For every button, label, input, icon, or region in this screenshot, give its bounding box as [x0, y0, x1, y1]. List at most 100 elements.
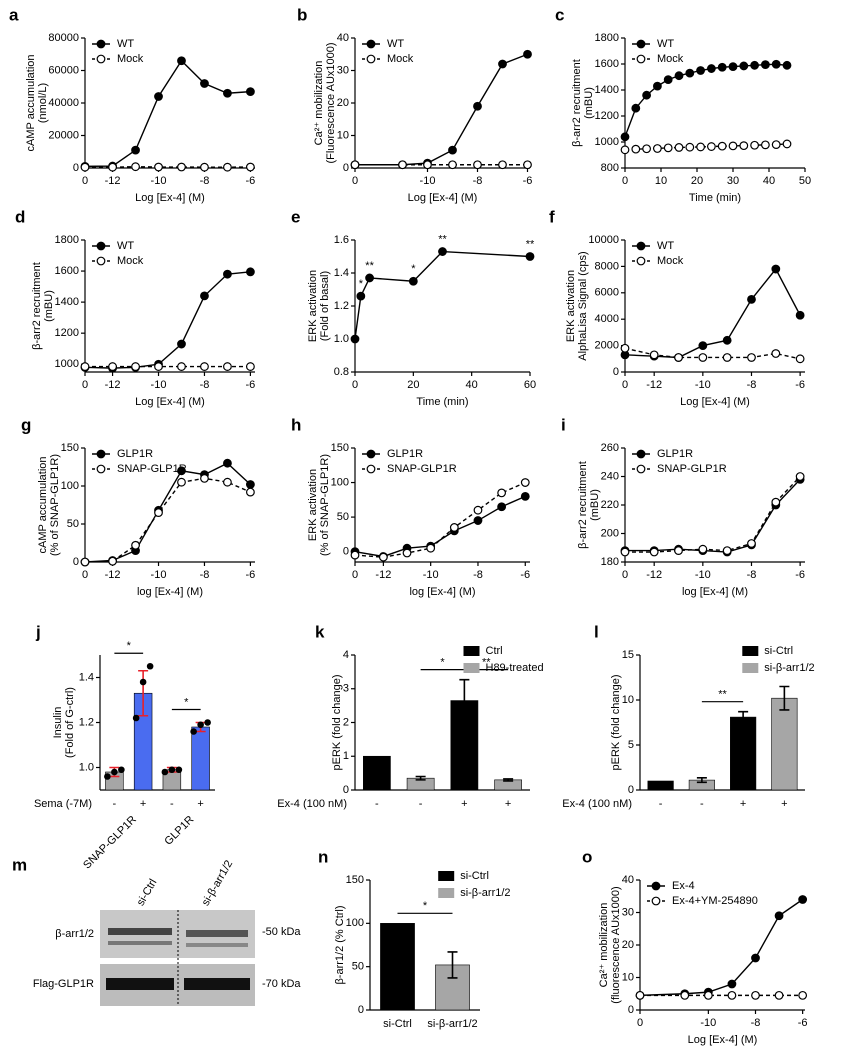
data-point: [154, 508, 163, 517]
fit-line: [624, 267, 801, 359]
y-tick-label: 0: [613, 366, 619, 378]
legend-marker: [366, 54, 376, 64]
legend-label: SNAP-GLP1R: [117, 463, 187, 475]
legend-label: SNAP-GLP1R: [387, 463, 457, 475]
data-point: [131, 540, 140, 550]
y-axis-label: Ca²⁺ mobilization: [598, 903, 610, 988]
x-tick-label: 0: [82, 175, 88, 187]
data-point: [707, 64, 716, 73]
data-point: [722, 546, 732, 555]
y-tick-label: 10: [622, 971, 634, 983]
legend-marker: [96, 464, 106, 474]
y-axis-label: (% of SNAP-GLP1R): [319, 454, 331, 556]
panel-letter: c: [555, 5, 564, 24]
x-tick-label: -6: [798, 1017, 808, 1029]
data-point: [473, 505, 483, 515]
y-tick-label: 1000: [55, 358, 79, 370]
data-point: [497, 488, 507, 498]
data-point: [727, 979, 737, 989]
panel-letter: g: [21, 415, 31, 434]
y-tick-label: 4000: [595, 313, 619, 325]
lane-label: si-β-arr1/2: [200, 858, 236, 908]
y-tick-label: 50: [352, 961, 364, 973]
y-axis-label: ERK activation: [565, 270, 577, 342]
panel-letter: j: [35, 622, 41, 641]
x-tick-label: 30: [727, 175, 739, 187]
legend-marker: [651, 881, 661, 891]
x-tick-label: -12: [105, 569, 121, 581]
y-tick-label: 100: [331, 476, 349, 488]
data-point: [350, 334, 360, 344]
panel-letter: l: [594, 622, 599, 641]
data-point: [177, 466, 186, 476]
data-point: [663, 143, 673, 153]
y-tick-label: 0: [73, 556, 79, 568]
legend-label: WT: [117, 38, 134, 50]
legend-swatch: [438, 888, 455, 898]
data-point: [108, 556, 117, 566]
y-tick-label: 1400: [595, 84, 619, 96]
fit-line: [84, 59, 251, 168]
band: [108, 928, 172, 935]
legend-marker: [96, 39, 106, 49]
data-point: [750, 140, 759, 150]
data-point: [200, 79, 209, 88]
x-tick-label: +: [461, 798, 467, 810]
bar: [771, 697, 798, 791]
x-axis-label: Log [Ex-4] (M): [135, 192, 205, 204]
fit-line: [625, 476, 801, 553]
legend-label: si-Ctrl: [460, 870, 489, 882]
legend-label: si-β-arr1/2: [764, 662, 814, 674]
data-point: [525, 252, 535, 261]
legend-marker: [636, 54, 646, 64]
x-tick-label: -10: [695, 379, 711, 391]
x-tick-label: 40: [763, 175, 775, 187]
data-point: [698, 341, 708, 351]
y-axis-label: (fluorescence AUx1000): [610, 886, 622, 1003]
x-tick-label: -: [170, 798, 174, 810]
bar: [380, 923, 415, 1011]
y-tick-label: 40: [622, 874, 634, 886]
data-point: [378, 552, 388, 562]
y-axis-label: (Fold of G-ctrl): [64, 687, 76, 758]
x-tick-label: 0: [352, 569, 358, 581]
y-axis-label: ERK activation: [307, 469, 319, 541]
x-axis-label: Log [Ex-4] (M): [688, 1034, 758, 1046]
legend-marker: [636, 256, 646, 266]
y-axis-label: (mBU): [43, 290, 55, 322]
y-tick-label: 1.4: [334, 267, 349, 279]
data-point: [674, 546, 683, 555]
y-tick-label: 240: [601, 470, 619, 482]
data-point: [154, 92, 163, 101]
data-point: [350, 550, 360, 560]
data-point: [131, 145, 140, 155]
data-point: [782, 139, 792, 149]
data-point: [649, 350, 659, 360]
x-tick-label: 0: [82, 379, 88, 391]
band: [186, 943, 248, 947]
data-point: [161, 768, 169, 776]
data-point: [703, 990, 713, 1000]
bar: [730, 716, 757, 791]
data-point: [739, 61, 749, 71]
x-axis-label: Time (min): [416, 396, 468, 408]
data-point: [398, 160, 407, 170]
data-point: [223, 477, 232, 487]
legend-marker: [96, 241, 106, 251]
significance-label: *: [127, 640, 132, 652]
data-point: [177, 162, 186, 172]
x-tick-label: -8: [747, 569, 757, 581]
data-point: [722, 335, 732, 345]
panel-letter: h: [291, 415, 301, 434]
fit-line: [624, 63, 788, 138]
y-axis-label: cAMP accumulation: [25, 54, 37, 151]
y-tick-label: 1.6: [334, 234, 349, 246]
data-point: [523, 49, 532, 59]
legend-swatch: [438, 871, 455, 881]
significance-label: *: [184, 696, 189, 708]
x-tick-label: -8: [473, 175, 483, 187]
x-tick-label: -12: [105, 379, 121, 391]
legend-label: WT: [657, 38, 674, 50]
legend-marker: [96, 449, 106, 459]
y-axis-label: (Fluorescence AUx1000): [325, 42, 337, 163]
